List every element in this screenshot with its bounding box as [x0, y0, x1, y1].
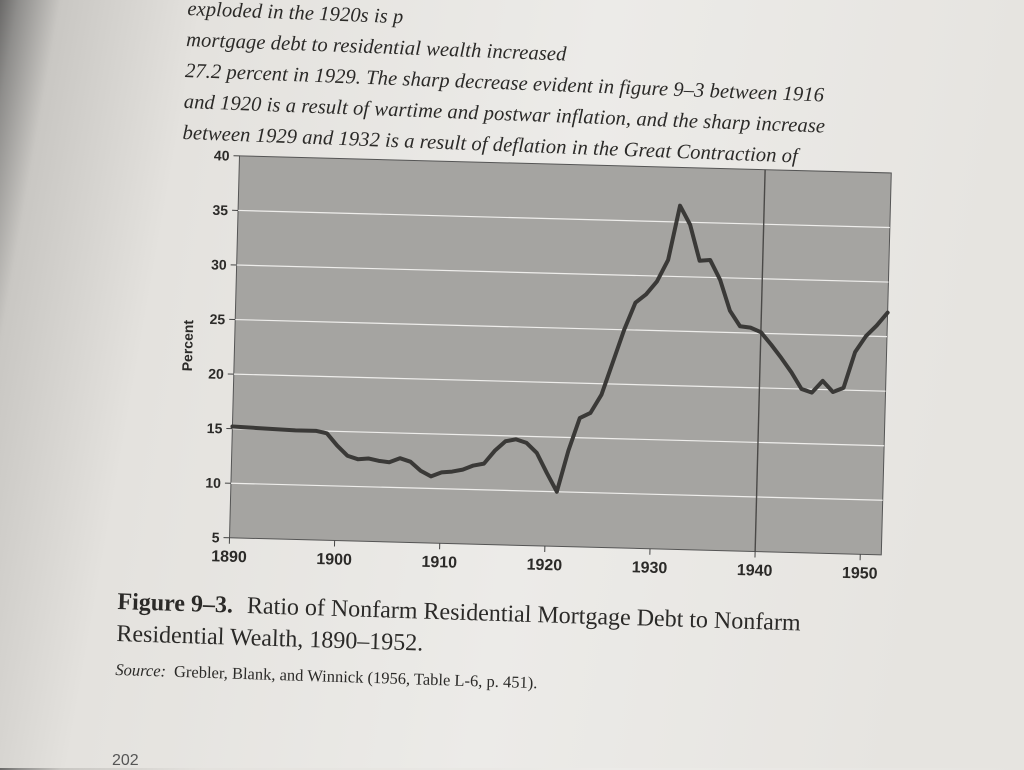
y-tick-label: 15 [207, 420, 223, 436]
figure-label: Figure 9–3. [117, 589, 233, 619]
chart-svg: 5 10 15 20 25 30 35 40 1890 1900 1910 1920 1930 1940 1… [176, 150, 916, 590]
y-tick-label: 5 [211, 529, 219, 545]
x-tick-label: 1950 [842, 565, 878, 583]
y-tick-label: 35 [212, 202, 228, 218]
x-tick-label: 1930 [631, 559, 667, 577]
source-text: Grebler, Blank, and Winnick (1956, Table… [174, 662, 538, 692]
figure-caption: Figure 9–3.Ratio of Nonfarm Residential … [115, 586, 918, 705]
page-number: 202 [112, 752, 139, 770]
x-tick-label: 1910 [421, 554, 457, 572]
x-tick-label: 1920 [526, 557, 562, 575]
y-tick-label: 20 [208, 365, 224, 381]
y-axis-label: Percent [179, 319, 196, 371]
mortgage-debt-chart: 5 10 15 20 25 30 35 40 1890 1900 1910 1920 1930 1940 1… [176, 150, 916, 590]
y-tick-label: 10 [205, 475, 221, 491]
x-tick-label: 1940 [737, 562, 773, 580]
x-tick-label: 1900 [316, 551, 352, 569]
y-tick-label: 40 [214, 150, 230, 164]
x-tick-label: 1890 [211, 548, 247, 566]
chart-group: 5 10 15 20 25 30 35 40 1890 1900 1910 1920 1930 1940 1… [176, 150, 892, 583]
y-tick-label: 25 [209, 311, 225, 327]
y-tick-label: 30 [211, 256, 227, 272]
plot-area [229, 156, 891, 555]
source-label: Source: [115, 660, 166, 681]
